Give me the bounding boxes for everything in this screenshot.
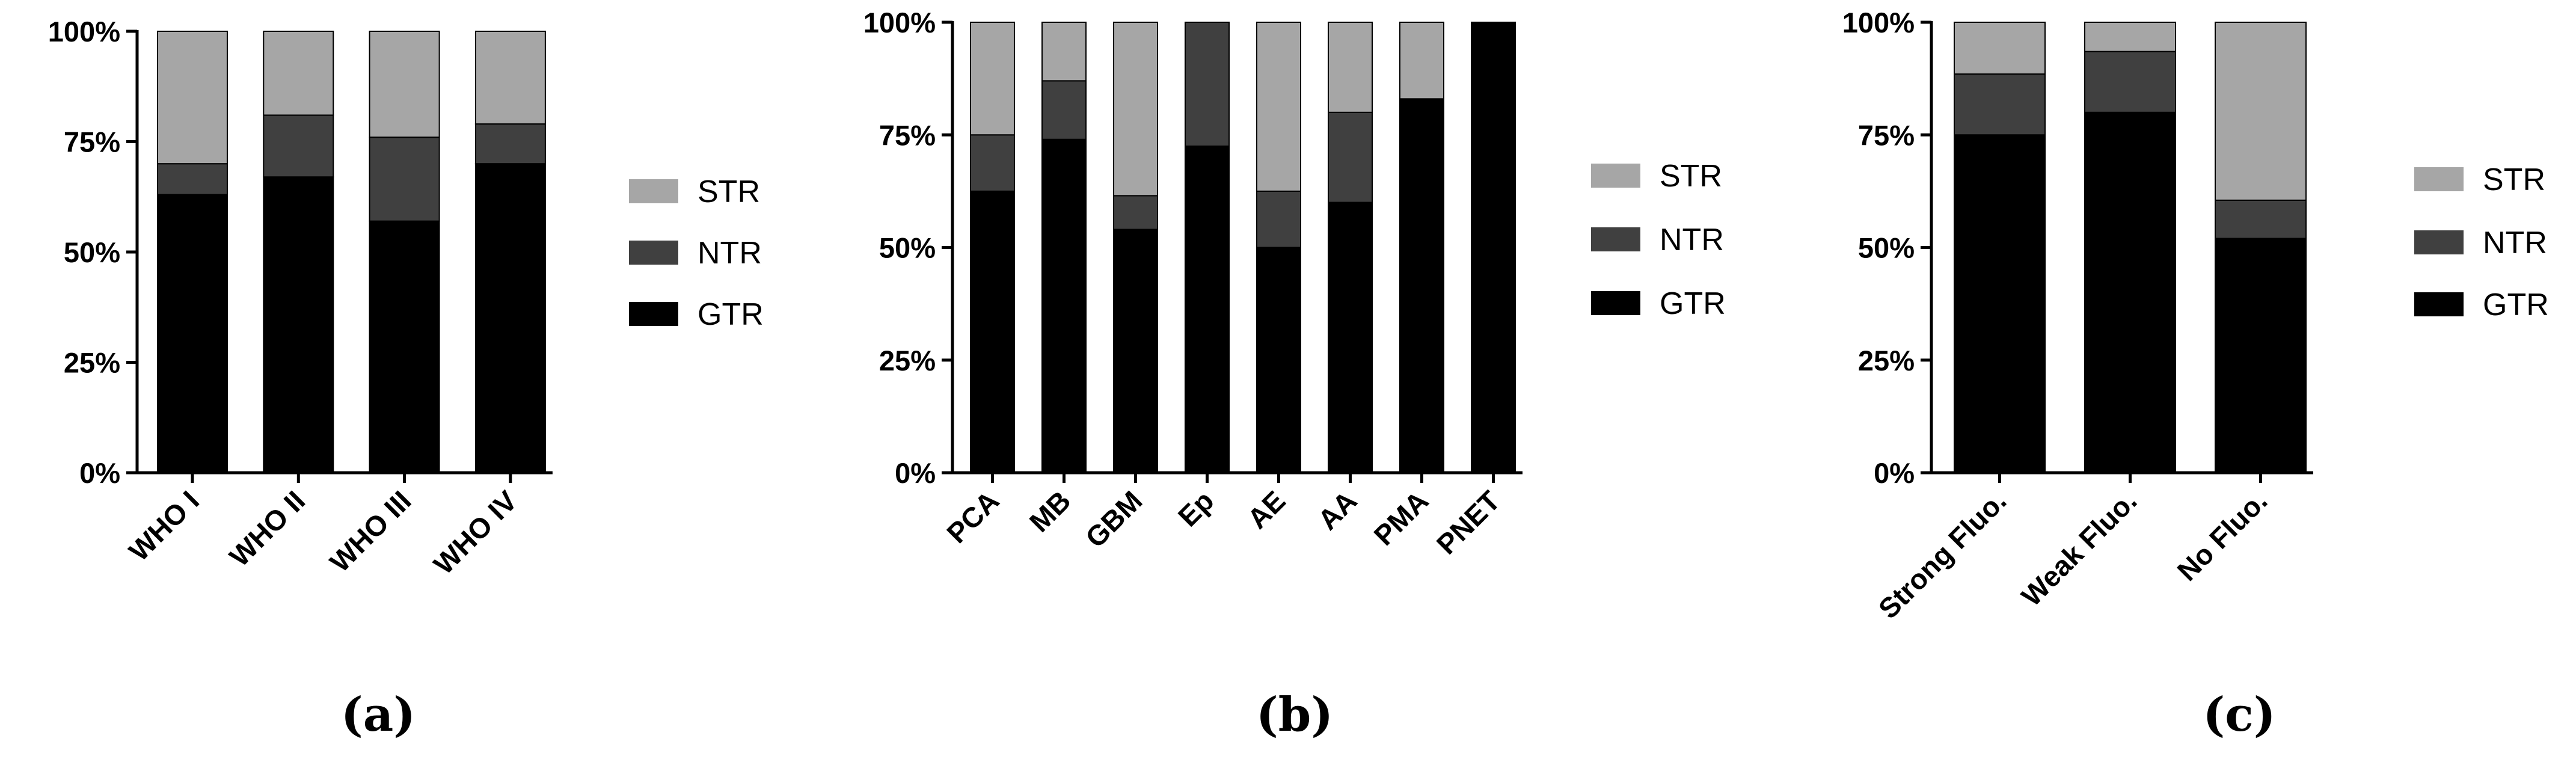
y-tick-label: 0% <box>79 457 120 489</box>
legend-label-gtr: GTR <box>2483 287 2549 322</box>
legend-swatch-str <box>2414 167 2464 191</box>
bar-segment-gtr <box>1399 98 1444 473</box>
x-tick-label: PCA <box>940 485 1005 550</box>
bar-segment-gtr <box>1954 134 2046 473</box>
bar-segment-gtr <box>1471 22 1516 473</box>
legend-swatch-gtr <box>629 302 678 326</box>
legend-swatch-gtr <box>1591 291 1640 315</box>
bar-segment-ntr <box>970 134 1015 192</box>
legend-label-gtr: GTR <box>698 297 764 332</box>
bar-segment-ntr <box>2215 199 2307 239</box>
y-tick-label: 75% <box>879 119 936 151</box>
bar-segment-str <box>1256 22 1301 192</box>
chart-panel-c: Strong Fluo. Weak Fluo. No Fluo. 0% 25% 50% 75… <box>1842 7 2549 742</box>
y-tick-label: 75% <box>1858 119 1915 151</box>
bar-segment-ntr <box>263 114 334 178</box>
legend-swatch-str <box>1591 164 1640 188</box>
x-tick-label: AE <box>1241 485 1292 535</box>
y-tick-label: 50% <box>1858 232 1915 264</box>
bar-segment-str <box>1328 22 1373 113</box>
x-tick-label: WHO II <box>223 485 311 573</box>
bar-segment-str <box>157 31 228 165</box>
bar-segment-ntr <box>1113 195 1158 230</box>
legend-label-ntr: NTR <box>1660 223 1724 257</box>
bar-segment-ntr <box>1185 22 1230 147</box>
bar-segment-ntr <box>1954 73 2046 136</box>
bar-segment-str <box>474 31 546 125</box>
bar-segment-ntr <box>1328 111 1373 203</box>
x-tick-label: WHO I <box>123 485 205 567</box>
bar-segment-str <box>970 22 1015 136</box>
bar-segment-gtr <box>1113 229 1158 473</box>
x-tick-label: PNET <box>1430 484 1506 560</box>
bar-segment-gtr <box>2215 238 2307 473</box>
bar-segment-gtr <box>1041 138 1087 474</box>
legend-swatch-ntr <box>629 241 678 265</box>
bar-segment-str <box>1954 22 2046 75</box>
bar-segment-ntr <box>1041 80 1087 140</box>
bar-segment-str <box>369 31 440 138</box>
bar-segment-ntr <box>1256 190 1301 248</box>
y-tick-label: 0% <box>1874 457 1915 489</box>
bar-segment-str <box>263 31 334 116</box>
bar-segment-gtr <box>263 176 334 473</box>
legend-swatch-ntr <box>2414 230 2464 254</box>
bar-segment-gtr <box>1185 145 1230 474</box>
bar-segment-gtr <box>970 190 1015 473</box>
x-tick-label: GBM <box>1079 485 1148 554</box>
bar-segment-gtr <box>157 194 228 473</box>
panel-label: (c) <box>2203 687 2275 742</box>
x-tick-label: Ep <box>1172 485 1220 533</box>
y-tick-label: 100% <box>1842 7 1915 38</box>
panel-label: (a) <box>341 687 416 742</box>
bar-segment-ntr <box>474 123 546 165</box>
y-tick-label: 0% <box>895 457 936 489</box>
bar-segment-str <box>1113 22 1158 197</box>
x-tick-label: Strong Fluo. <box>1872 485 2012 625</box>
y-tick-label: 25% <box>64 347 120 379</box>
bar-segment-gtr <box>369 220 440 473</box>
bar-segment-str <box>1399 22 1444 100</box>
bar-segment-str <box>1041 22 1087 82</box>
y-tick-label: 25% <box>879 345 936 376</box>
y-tick-label: 50% <box>879 232 936 264</box>
y-tick-label: 100% <box>48 16 120 48</box>
x-tick-label: AA <box>1311 485 1363 536</box>
legend-swatch-str <box>629 179 678 203</box>
x-tick-label: No Fluo. <box>2171 485 2273 587</box>
legend-label-str: STR <box>2483 162 2545 197</box>
chart-panel-a: WHO I WHO II WHO III WHO IV 0% 25% 50% 75% 100% S… <box>48 16 764 742</box>
legend-swatch-ntr <box>1591 227 1640 251</box>
x-tick-label: Weak Fluo. <box>2015 485 2142 612</box>
bar-segment-ntr <box>2084 51 2176 113</box>
legend-label-ntr: NTR <box>2483 226 2547 260</box>
x-tick-label: MB <box>1023 485 1076 538</box>
x-tick-label: PMA <box>1367 485 1434 552</box>
bar-segment-str <box>2215 22 2307 201</box>
legend-label-str: STR <box>1660 159 1722 194</box>
bar-segment-gtr <box>474 163 546 473</box>
legend-label-gtr: GTR <box>1660 286 1726 321</box>
bar-segment-ntr <box>157 163 228 195</box>
x-tick-label: WHO IV <box>428 484 524 580</box>
bar-segment-str <box>2084 22 2176 52</box>
y-tick-label: 100% <box>863 7 936 38</box>
bar-segment-gtr <box>1328 201 1373 473</box>
x-tick-label: WHO III <box>324 485 417 579</box>
y-tick-label: 25% <box>1858 345 1915 376</box>
legend-label-str: STR <box>698 174 760 209</box>
y-tick-label: 75% <box>64 126 120 158</box>
bar-segment-gtr <box>1256 247 1301 473</box>
panel-label: (b) <box>1256 687 1333 742</box>
bar-segment-gtr <box>2084 111 2176 474</box>
bar-segment-ntr <box>369 137 440 222</box>
y-tick-label: 50% <box>64 236 120 268</box>
legend-swatch-gtr <box>2414 292 2464 316</box>
legend-label-ntr: NTR <box>698 236 762 271</box>
